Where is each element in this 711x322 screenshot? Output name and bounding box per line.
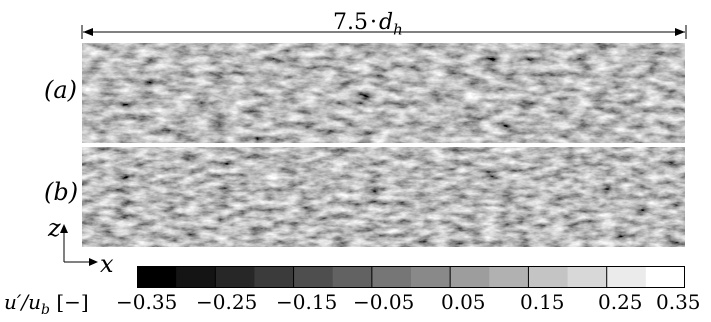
colorbar-label-prefix: u′/u bbox=[4, 290, 42, 314]
colorbar-tick: −0.05 bbox=[353, 290, 415, 314]
axis-z-label: z bbox=[48, 214, 61, 242]
colorbar-tick: −0.25 bbox=[196, 290, 258, 314]
colorbar-swatch bbox=[645, 266, 685, 288]
dimension-symbol: d bbox=[379, 10, 394, 35]
colorbar-tick: 0.15 bbox=[520, 290, 565, 314]
dimension-dot: · bbox=[370, 10, 377, 35]
colorbar-tick: −0.15 bbox=[276, 290, 338, 314]
colorbar-tick: −0.35 bbox=[116, 290, 178, 314]
colorbar-swatch bbox=[528, 266, 569, 288]
axis-x-label: x bbox=[100, 250, 114, 278]
colorbar-swatch bbox=[215, 266, 255, 288]
panel-label-b: (b) bbox=[44, 178, 79, 206]
colorbar-swatch bbox=[489, 266, 529, 288]
colorbar-swatch bbox=[606, 266, 647, 288]
colorbar-tick: 0.35 bbox=[656, 290, 701, 314]
colorbar-swatch bbox=[176, 266, 216, 288]
colorbar-swatch bbox=[293, 266, 334, 288]
colorbar-swatch bbox=[411, 266, 451, 288]
dimension-label: 7.5·dh bbox=[333, 10, 403, 38]
dimension-arrow bbox=[81, 25, 687, 39]
dimension-subscript: h bbox=[393, 20, 403, 39]
colorbar-swatch bbox=[371, 266, 412, 288]
colorbar-label-unit: [−] bbox=[56, 290, 89, 314]
colorbar-swatch bbox=[332, 266, 373, 288]
colorbar-swatch bbox=[137, 266, 177, 288]
colorbar-tick: 0.25 bbox=[598, 290, 643, 314]
dimension-value: 7.5 bbox=[333, 10, 368, 35]
colorbar-label-sub: b bbox=[41, 302, 51, 318]
colorbar-label: u′/ub [−] bbox=[4, 292, 89, 317]
axis-indicator bbox=[60, 224, 98, 266]
field-panel-a bbox=[82, 43, 685, 143]
panel-label-a: (a) bbox=[44, 76, 78, 104]
colorbar-swatch bbox=[254, 266, 295, 288]
colorbar-tick: 0.05 bbox=[441, 290, 486, 314]
colorbar bbox=[137, 266, 685, 288]
colorbar-swatch bbox=[567, 266, 608, 288]
field-panel-b bbox=[82, 147, 685, 247]
colorbar-border bbox=[137, 266, 685, 288]
colorbar-swatch bbox=[450, 266, 490, 288]
